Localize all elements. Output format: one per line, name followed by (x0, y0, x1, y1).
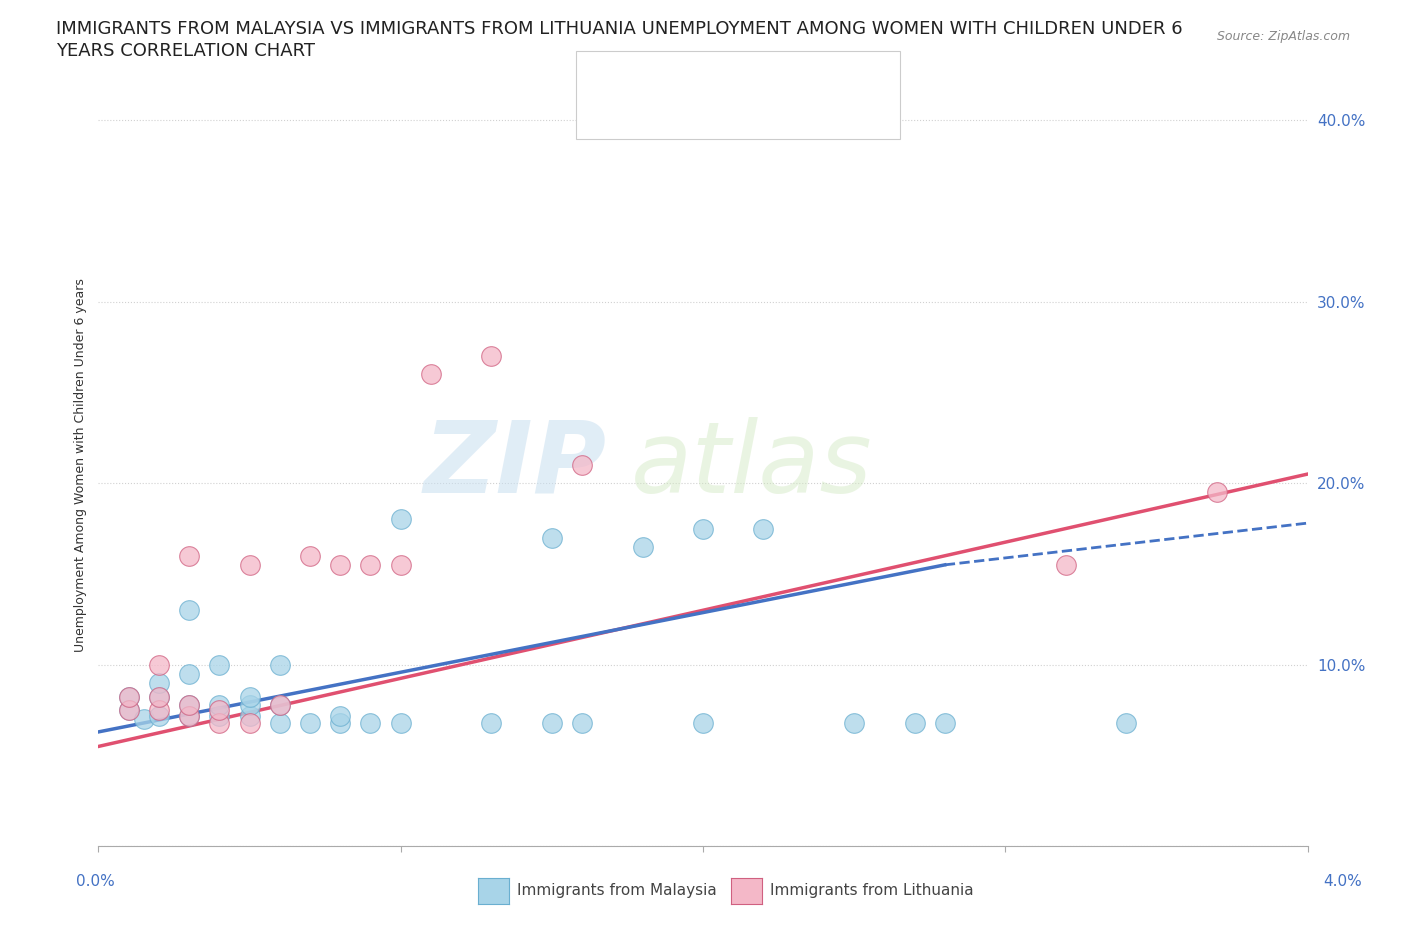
Text: ZIP: ZIP (423, 417, 606, 513)
Point (179, 549, 201, 564)
Point (420, 366, 443, 381)
Point (208, 698, 231, 712)
Point (844, 715, 866, 730)
Point (148, 690, 170, 705)
Y-axis label: Unemployment Among Women with Children Under 6 years: Unemployment Among Women with Children U… (75, 278, 87, 652)
Point (481, 715, 503, 730)
Point (179, 698, 201, 712)
Point (208, 708, 231, 723)
Point (148, 690, 170, 705)
Point (389, 715, 412, 730)
Point (389, 512, 412, 527)
Text: YEARS CORRELATION CHART: YEARS CORRELATION CHART (56, 42, 315, 60)
Point (239, 557, 262, 572)
Point (148, 675, 170, 690)
Point (179, 603, 201, 618)
Point (360, 715, 382, 730)
Text: 0.0%: 0.0% (76, 874, 115, 889)
Point (752, 521, 775, 536)
Point (239, 698, 262, 712)
Point (571, 458, 593, 472)
Point (299, 715, 322, 730)
Point (269, 658, 291, 672)
Point (299, 549, 322, 564)
Point (329, 708, 352, 723)
Point (208, 703, 231, 718)
Point (1115, 715, 1137, 730)
Point (148, 708, 170, 723)
Point (1054, 557, 1077, 572)
Text: R = 0.498   N = 22: R = 0.498 N = 22 (637, 110, 789, 125)
Point (118, 703, 141, 718)
Point (208, 715, 231, 730)
Point (179, 708, 201, 723)
Text: Source: ZipAtlas.com: Source: ZipAtlas.com (1216, 30, 1350, 43)
Text: atlas: atlas (630, 417, 872, 513)
Text: Immigrants from Malaysia: Immigrants from Malaysia (517, 884, 717, 898)
Point (1206, 485, 1229, 499)
Point (179, 708, 201, 723)
Point (208, 658, 231, 672)
Point (179, 667, 201, 682)
Point (692, 521, 714, 536)
Point (934, 715, 956, 730)
Point (269, 715, 291, 730)
Text: R = 0.254   N = 37: R = 0.254 N = 37 (637, 71, 789, 86)
Point (269, 698, 291, 712)
Point (118, 703, 141, 718)
Point (239, 690, 262, 705)
Point (540, 715, 562, 730)
Point (148, 658, 170, 672)
Point (329, 557, 352, 572)
Point (692, 715, 714, 730)
Point (904, 715, 927, 730)
Point (179, 698, 201, 712)
Point (239, 715, 262, 730)
Point (389, 557, 412, 572)
Point (239, 708, 262, 723)
Point (269, 698, 291, 712)
Text: Immigrants from Lithuania: Immigrants from Lithuania (770, 884, 974, 898)
Point (132, 711, 155, 726)
Text: 4.0%: 4.0% (1323, 874, 1362, 889)
Point (329, 715, 352, 730)
Point (118, 690, 141, 705)
Point (118, 690, 141, 705)
Point (631, 539, 654, 554)
Point (148, 703, 170, 718)
Point (540, 530, 562, 545)
Point (481, 349, 503, 364)
Point (360, 557, 382, 572)
Text: IMMIGRANTS FROM MALAYSIA VS IMMIGRANTS FROM LITHUANIA UNEMPLOYMENT AMONG WOMEN W: IMMIGRANTS FROM MALAYSIA VS IMMIGRANTS F… (56, 20, 1182, 38)
Point (571, 715, 593, 730)
